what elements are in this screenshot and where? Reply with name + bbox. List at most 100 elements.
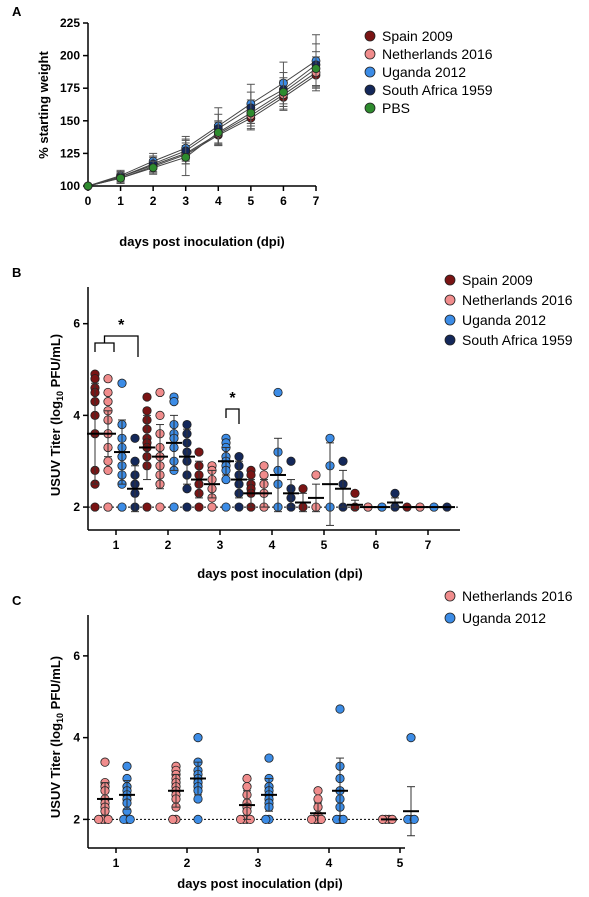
- panel-b-letter: B: [12, 265, 21, 280]
- panel-b-series-marks: [87, 369, 455, 526]
- panel-a-legend-marker-south-africa-1959: [364, 84, 376, 96]
- panel-a-x-tick-label: 5: [248, 194, 255, 208]
- panel-b-point-uganda-2012: [221, 502, 231, 512]
- panel-b-point-netherlands-2016: [155, 387, 165, 398]
- panel-a-y-tick-label: 225: [60, 16, 80, 30]
- panel-b-x-tick-label: 4: [269, 538, 276, 552]
- panel-c-point-netherlands-2016: [313, 794, 323, 804]
- panel-c-legend: Netherlands 2016 Uganda 2012: [444, 588, 573, 626]
- panel-b-significance-bracket: [225, 408, 240, 424]
- panel-a-y-tick-label: 150: [60, 114, 80, 128]
- panel-b-point-spain-2009: [298, 484, 308, 494]
- panel-a-x-tick-label: 2: [150, 194, 157, 208]
- panel-a-axes: 100 125 150 175 200 225 0 1 2 3 4 5 6 7: [60, 16, 320, 208]
- panel-a-point-pbs: [279, 87, 288, 97]
- panel-b-point-south-africa-1959: [182, 484, 192, 494]
- panel-c-point-netherlands-2016: [313, 786, 323, 796]
- panel-c-axes: 2 4 6 1 2 3 4 5: [73, 615, 405, 870]
- panel-c-x-tick-label: 5: [397, 856, 404, 870]
- panel-c-legend-label-netherlands-2016: Netherlands 2016: [462, 588, 573, 604]
- panel-b-y-axis-label: USUV Titer (log10 PFU/mL): [48, 334, 65, 496]
- panel-a-y-axis-label: % starting weight: [36, 51, 51, 159]
- panel-b-x-tick-label: 2: [165, 538, 172, 552]
- panel-a-line-uganda-2012: [87, 60, 317, 187]
- panel-c-y-tick-label: 6: [73, 649, 80, 663]
- panel-b-point-south-africa-1959: [130, 433, 140, 443]
- panel-b-y-tick-label: 6: [73, 317, 80, 331]
- panel-b-point-spain-2009: [142, 392, 152, 402]
- panel-b-legend-marker-spain-2009: [444, 274, 456, 286]
- panel-b-x-tick-label: 1: [113, 538, 120, 552]
- panel-b-point-netherlands-2016: [207, 502, 217, 512]
- panel-b-legend-marker-uganda-2012: [444, 314, 456, 326]
- panel-a-legend-marker-uganda-2012: [364, 66, 376, 78]
- panel-a-point-pbs: [181, 152, 191, 162]
- panel-b-legend-marker-south-africa-1959: [444, 334, 456, 346]
- panel-b-point-uganda-2012: [169, 502, 179, 512]
- panel-b-point-south-africa-1959: [234, 452, 244, 462]
- panel-b-point-uganda-2012: [325, 433, 335, 443]
- panel-a-legend: Spain 2009 Netherlands 2016 Uganda 2012 Sou…: [364, 28, 493, 116]
- panel-c-titer-chart: C 2 4 6 1 2 3 4 5 days post inoculation (dpi) U…: [12, 588, 573, 891]
- panel-b-point-netherlands-2016: [311, 470, 321, 480]
- panel-b-point-south-africa-1959: [130, 456, 140, 466]
- panel-c-x-tick-label: 2: [184, 856, 191, 870]
- panel-b-point-south-africa-1959: [286, 456, 296, 466]
- panel-b-significance: **: [94, 317, 240, 424]
- panel-c-x-tick-label: 3: [255, 856, 262, 870]
- panel-c-point-uganda-2012: [125, 814, 135, 824]
- panel-b-point-netherlands-2016: [103, 502, 113, 512]
- panel-a-letter: A: [12, 4, 22, 19]
- panel-a-legend-label-pbs: PBS: [382, 100, 410, 116]
- panel-c-point-uganda-2012: [261, 814, 271, 824]
- panel-a-x-axis-label: days post inoculation (dpi): [119, 234, 284, 249]
- panel-c-legend-marker-uganda-2012: [444, 612, 456, 624]
- panel-a-legend-label-netherlands-2016: Netherlands 2016: [382, 46, 493, 62]
- panel-b-point-spain-2009: [194, 502, 204, 512]
- panel-b-point-netherlands-2016: [103, 387, 113, 398]
- panel-b-axes: 2 4 6 1 2 3 4 5 6 7: [73, 287, 460, 552]
- panel-a-point-pbs: [246, 108, 256, 118]
- panel-c-point-netherlands-2016: [100, 757, 110, 767]
- panel-a-legend-label-spain-2009: Spain 2009: [382, 28, 453, 44]
- panel-c-series-marks: [94, 704, 419, 837]
- panel-b-legend-marker-netherlands-2016: [444, 294, 456, 306]
- panel-b-x-tick-label: 5: [321, 538, 328, 552]
- panel-b-x-tick-label: 7: [425, 538, 432, 552]
- panel-a-point-pbs: [83, 181, 93, 191]
- panel-c-y-tick-label: 4: [73, 731, 80, 745]
- panel-a-legend-label-uganda-2012: Uganda 2012: [382, 64, 466, 80]
- panel-a-point-pbs: [116, 173, 125, 183]
- panel-b-point-netherlands-2016: [103, 456, 113, 466]
- panel-a-x-tick-label: 6: [280, 194, 287, 208]
- panel-c-legend-label-uganda-2012: Uganda 2012: [462, 610, 546, 626]
- panel-b-point-netherlands-2016: [103, 374, 113, 384]
- panel-b-point-netherlands-2016: [155, 410, 165, 420]
- panel-c-point-uganda-2012: [193, 733, 203, 743]
- panel-c-point-netherlands-2016: [242, 782, 252, 792]
- panel-b-legend-label-spain-2009: Spain 2009: [462, 272, 533, 288]
- panel-b-significance-star: *: [118, 317, 125, 334]
- panel-c-point-uganda-2012: [122, 761, 132, 771]
- panel-c-x-tick-label: 4: [326, 856, 333, 870]
- panel-a-x-tick-label: 7: [313, 194, 320, 208]
- panel-c-legend-marker-netherlands-2016: [444, 590, 456, 602]
- panel-c-point-netherlands-2016: [242, 773, 252, 784]
- panel-a-legend-label-south-africa-1959: South Africa 1959: [382, 82, 493, 98]
- panel-b-significance-bracket: [103, 335, 139, 357]
- panel-a-x-tick-label: 4: [215, 194, 222, 208]
- panel-c-point-uganda-2012: [193, 814, 203, 824]
- panel-b-x-tick-label: 6: [373, 538, 380, 552]
- panel-b-point-south-africa-1959: [234, 502, 244, 512]
- panel-c-point-netherlands-2016: [306, 814, 317, 824]
- panel-b-point-uganda-2012: [273, 387, 283, 398]
- panel-a-point-pbs: [213, 128, 223, 137]
- panel-b-point-uganda-2012: [117, 378, 127, 388]
- panel-b-point-uganda-2012: [221, 474, 231, 485]
- panel-b-legend-label-south-africa-1959: South Africa 1959: [462, 332, 573, 348]
- panel-b-y-tick-label: 4: [73, 408, 80, 422]
- panel-a-legend-marker-netherlands-2016: [364, 48, 376, 60]
- panel-b-legend: Spain 2009 Netherlands 2016 Uganda 2012 Sou…: [444, 272, 573, 348]
